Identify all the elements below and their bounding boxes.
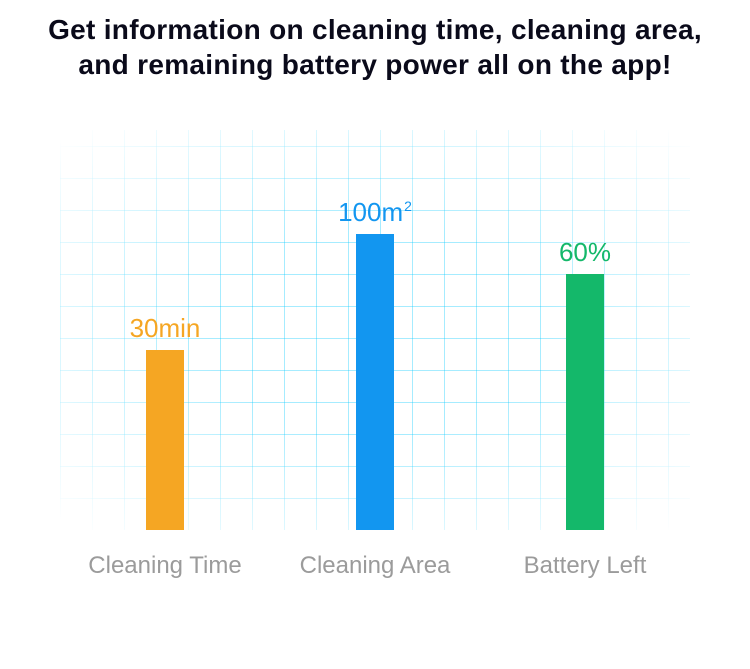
x-axis-labels: Cleaning Time Cleaning Area Battery Left (60, 552, 690, 580)
bar-group-cleaning-area: 100m2 (270, 197, 480, 530)
bar-group-cleaning-time: 30min (60, 313, 270, 530)
page-title: Get information on cleaning time, cleani… (0, 0, 750, 92)
bar-value-label: 30min (130, 313, 201, 344)
bar-group-battery-left: 60% (480, 237, 690, 530)
x-label-cleaning-area: Cleaning Area (270, 552, 480, 580)
bar (146, 350, 184, 530)
bar (356, 234, 394, 530)
x-label-battery-left: Battery Left (480, 552, 690, 580)
bars-area: 30min 100m2 60% (60, 130, 690, 530)
bar-value-text: 100m (338, 197, 403, 227)
x-label-cleaning-time: Cleaning Time (60, 552, 270, 580)
bar-value-sup: 2 (404, 198, 412, 214)
chart-container: 30min 100m2 60% Cleaning Time Cleaning A… (40, 100, 710, 590)
bar-value-label: 60% (559, 237, 611, 268)
bar-value-label: 100m2 (338, 197, 412, 228)
bar (566, 274, 604, 530)
